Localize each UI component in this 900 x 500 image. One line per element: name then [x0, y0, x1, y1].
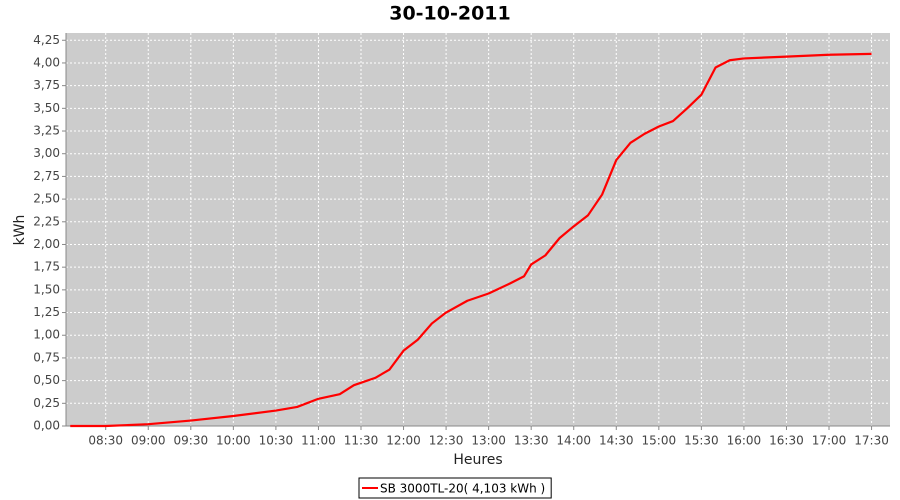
- x-tick-label: 13:30: [514, 434, 549, 448]
- x-tick-label: 13:00: [471, 434, 506, 448]
- x-tick-label: 12:30: [429, 434, 464, 448]
- y-tick-label: 0,75: [33, 350, 60, 364]
- x-tick-label: 14:00: [556, 434, 591, 448]
- x-tick-label: 10:30: [259, 434, 294, 448]
- x-tick-label: 16:30: [769, 434, 804, 448]
- x-tick-label: 09:30: [174, 434, 209, 448]
- x-tick-label: 15:00: [642, 434, 677, 448]
- chart-title: 30-10-2011: [389, 3, 511, 25]
- y-tick-label: 3,50: [33, 101, 60, 115]
- y-tick-label: 4,25: [33, 33, 60, 47]
- x-tick-label: 09:00: [131, 434, 166, 448]
- y-tick-label: 1,00: [33, 328, 60, 342]
- y-tick-label: 4,00: [33, 55, 60, 69]
- x-tick-label: 17:30: [854, 434, 889, 448]
- x-tick-label: 11:00: [301, 434, 336, 448]
- y-tick-label: 2,00: [33, 237, 60, 251]
- legend-box: [358, 477, 552, 499]
- x-tick-label: 10:00: [216, 434, 251, 448]
- y-tick-label: 2,50: [33, 192, 60, 206]
- legend-label: SB 3000TL-20( 4,103 kWh ): [380, 482, 545, 496]
- y-tick-label: 3,75: [33, 78, 60, 92]
- x-tick-label: 14:30: [599, 434, 634, 448]
- y-tick-label: 1,50: [33, 282, 60, 296]
- y-axis-label: kWh: [12, 215, 28, 246]
- line-series: [70, 52, 872, 428]
- y-tick-label: 3,25: [33, 124, 60, 138]
- y-tick-label: 0,00: [33, 419, 60, 433]
- y-tick-label: 3,00: [33, 146, 60, 160]
- x-axis-label: Heures: [453, 452, 502, 468]
- x-tick-label: 17:00: [812, 434, 847, 448]
- y-tick-label: 2,75: [33, 169, 60, 183]
- y-tick-label: 1,75: [33, 260, 60, 274]
- x-tick-label: 11:30: [344, 434, 379, 448]
- y-tick-label: 2,25: [33, 214, 60, 228]
- x-tick-label: 12:00: [386, 434, 421, 448]
- y-tick-label: 0,50: [33, 373, 60, 387]
- x-tick-label: 15:30: [684, 434, 719, 448]
- x-tick-label: 16:00: [727, 434, 762, 448]
- plot-area: [66, 33, 890, 426]
- x-tick-label: 08:30: [88, 434, 123, 448]
- y-tick-label: 1,25: [33, 305, 60, 319]
- y-tick-label: 0,25: [33, 396, 60, 410]
